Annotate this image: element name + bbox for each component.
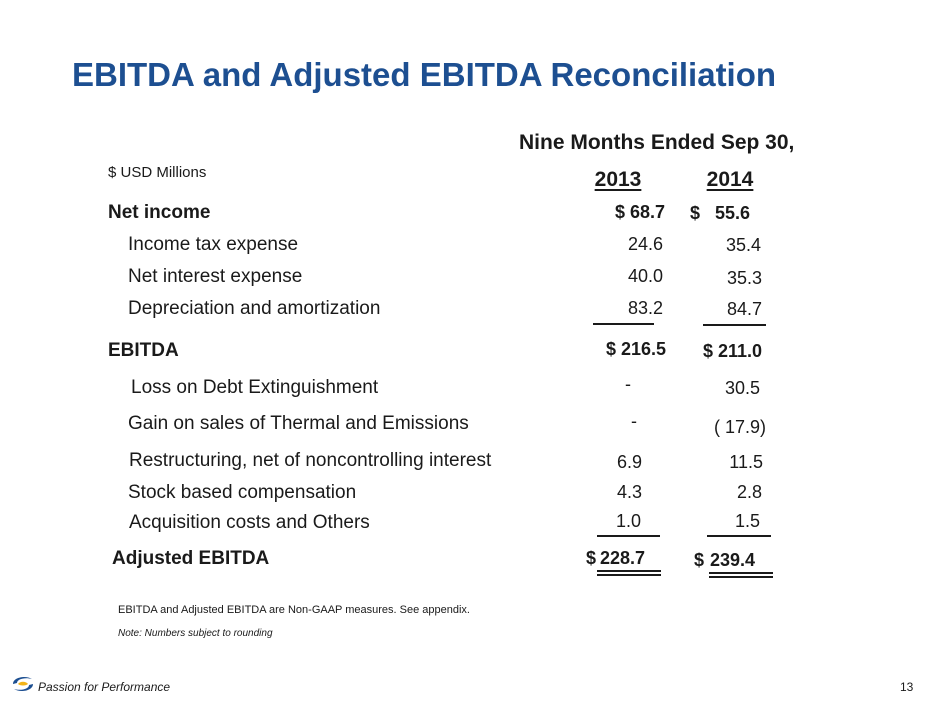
period-header: Nine Months Ended Sep 30, — [519, 131, 795, 154]
value-2014-adjusted-ebitda: 239.4 — [710, 550, 756, 570]
total-double-rule-2013 — [597, 570, 661, 576]
value-2014-net-interest: 35.3 — [726, 268, 762, 288]
subtotal-rule-adj-2013 — [597, 535, 660, 537]
value-2014-depreciation: 84.7 — [726, 299, 762, 319]
value-2014-income-tax: 35.4 — [725, 235, 761, 255]
row-label-ebitda: EBITDA — [108, 340, 179, 361]
value-2013-net-income: $ 68.7 — [614, 202, 665, 222]
value-2014-adjusted-ebitda-currency: $ — [694, 550, 705, 570]
footer-slogan: Passion for Performance — [38, 680, 171, 694]
subtotal-rule-2014 — [703, 324, 766, 326]
footnote-non-gaap: EBITDA and Adjusted EBITDA are Non-GAAP … — [118, 604, 470, 616]
value-2013-adjusted-ebitda-currency: $ — [586, 548, 597, 568]
value-2013-net-interest: 40.0 — [627, 266, 663, 286]
row-label-income-tax: Income tax expense — [128, 234, 299, 255]
row-label-stock-comp: Stock based compensation — [128, 482, 357, 503]
value-2014-ebitda: $ 211.0 — [702, 341, 762, 361]
row-label-gain-sales: Gain on sales of Thermal and Emissions — [128, 413, 469, 434]
year-2014-header: 2014 — [706, 168, 754, 191]
value-2013-acquisition: 1.0 — [615, 511, 641, 531]
value-2013-restructuring: 6.9 — [616, 452, 642, 472]
value-2014-restructuring: 11.5 — [729, 452, 763, 472]
value-2014-net-income: $ 55.6 — [690, 203, 751, 223]
row-label-net-income: Net income — [108, 202, 211, 223]
subtotal-rule-adj-2014 — [707, 535, 771, 537]
row-label-loss-debt: Loss on Debt Extinguishment — [131, 377, 379, 398]
footnote-rounding: Note: Numbers subject to rounding — [118, 628, 273, 639]
page-number: 13 — [900, 680, 914, 694]
units-label: $ USD Millions — [108, 164, 207, 181]
page-title: EBITDA and Adjusted EBITDA Reconciliatio… — [72, 56, 777, 93]
value-2013-stock-comp: 4.3 — [616, 482, 642, 502]
value-2013-loss-debt: - — [625, 374, 631, 394]
company-logo-icon — [13, 676, 33, 692]
value-2013-depreciation: 83.2 — [627, 298, 663, 318]
value-2014-gain-sales: ( 17.9) — [713, 417, 766, 437]
row-label-net-interest: Net interest expense — [128, 266, 303, 287]
row-label-adjusted-ebitda: Adjusted EBITDA — [112, 548, 270, 569]
row-label-depreciation: Depreciation and amortization — [128, 298, 381, 319]
subtotal-rule-2013 — [593, 323, 654, 325]
value-2014-stock-comp: 2.8 — [736, 482, 762, 502]
value-2013-gain-sales: - — [631, 411, 637, 431]
value-2013-adjusted-ebitda: 228.7 — [600, 548, 646, 568]
row-label-restructuring: Restructuring, net of noncontrolling int… — [129, 450, 492, 471]
total-double-rule-2014 — [709, 572, 773, 578]
value-2013-income-tax: 24.6 — [627, 234, 663, 254]
year-2013-header: 2013 — [594, 168, 642, 191]
row-label-acquisition: Acquisition costs and Others — [129, 512, 370, 533]
value-2014-loss-debt: 30.5 — [724, 378, 760, 398]
value-2013-ebitda: $ 216.5 — [605, 339, 666, 359]
value-2014-acquisition: 1.5 — [734, 511, 760, 531]
